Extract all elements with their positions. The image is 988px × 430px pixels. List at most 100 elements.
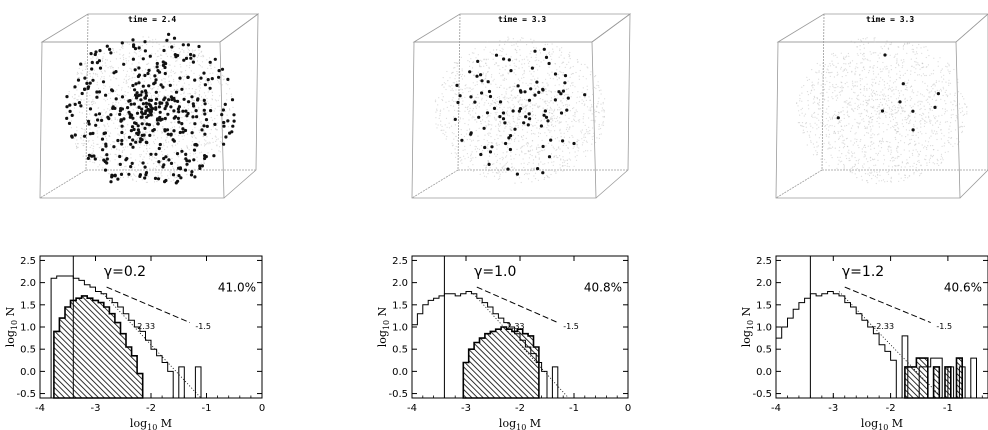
star-particle bbox=[178, 130, 182, 135]
gas-particle bbox=[851, 108, 853, 110]
gas-particle bbox=[72, 88, 75, 90]
gas-particle bbox=[942, 88, 945, 90]
star-particle bbox=[159, 83, 163, 87]
gas-particle bbox=[156, 166, 158, 168]
gas-particle bbox=[442, 132, 444, 135]
gas-particle bbox=[534, 66, 536, 68]
gas-particle bbox=[162, 105, 164, 107]
star-particle bbox=[473, 100, 477, 104]
gas-particle bbox=[865, 158, 868, 160]
star-particle bbox=[149, 113, 153, 117]
gas-particle bbox=[569, 110, 572, 112]
gas-particle bbox=[540, 149, 542, 151]
gas-particle bbox=[545, 145, 547, 147]
gas-particle bbox=[492, 80, 494, 82]
star-particle bbox=[203, 132, 207, 136]
gas-particle bbox=[857, 98, 859, 100]
gas-particle bbox=[839, 135, 841, 137]
gas-particle bbox=[510, 128, 512, 130]
gas-particle bbox=[835, 83, 837, 86]
gas-particle bbox=[921, 67, 923, 69]
gas-particle bbox=[826, 124, 828, 126]
gas-particle bbox=[603, 109, 605, 111]
gas-particle bbox=[502, 157, 504, 159]
gas-particle bbox=[853, 152, 856, 154]
gas-particle bbox=[514, 49, 517, 51]
star-particle bbox=[87, 122, 91, 126]
gas-particle bbox=[831, 117, 834, 119]
gas-particle bbox=[572, 115, 574, 117]
gas-particle bbox=[178, 104, 180, 106]
gas-particle bbox=[821, 125, 823, 127]
gas-particle bbox=[122, 69, 125, 72]
gas-particle bbox=[180, 70, 182, 73]
gas-particle bbox=[919, 108, 921, 111]
star-particle bbox=[118, 112, 122, 116]
gas-particle bbox=[114, 117, 116, 119]
gas-particle bbox=[592, 132, 595, 134]
gas-particle bbox=[206, 142, 208, 144]
gas-particle bbox=[866, 180, 868, 182]
gas-particle bbox=[163, 95, 165, 97]
gas-particle bbox=[537, 179, 540, 181]
gas-particle bbox=[509, 123, 511, 125]
gas-particle bbox=[513, 140, 516, 142]
gas-particle bbox=[488, 155, 491, 157]
gas-particle bbox=[845, 56, 847, 58]
gas-particle bbox=[149, 87, 152, 89]
gas-particle bbox=[861, 70, 863, 72]
gas-particle bbox=[906, 42, 909, 44]
star-particle bbox=[172, 139, 176, 143]
star-particle bbox=[156, 117, 160, 121]
gas-particle bbox=[884, 98, 886, 100]
gas-particle bbox=[907, 79, 910, 81]
star-particle bbox=[160, 117, 164, 121]
gas-particle bbox=[857, 127, 860, 129]
gas-particle bbox=[837, 114, 839, 116]
gas-particle bbox=[549, 131, 551, 133]
gas-particle bbox=[474, 48, 476, 50]
gas-particle bbox=[174, 144, 177, 146]
gas-particle bbox=[203, 123, 205, 125]
gas-particle bbox=[913, 131, 915, 133]
gas-particle bbox=[595, 75, 597, 77]
star-particle bbox=[529, 87, 533, 91]
gas-particle bbox=[857, 144, 859, 146]
gas-particle bbox=[461, 162, 463, 164]
gas-particle bbox=[550, 117, 552, 119]
star-particle bbox=[169, 105, 173, 109]
gas-particle bbox=[945, 94, 947, 96]
gas-particle bbox=[866, 83, 868, 85]
gas-particle bbox=[957, 113, 959, 115]
gas-particle bbox=[499, 107, 501, 109]
gas-particle bbox=[839, 146, 841, 148]
gas-particle bbox=[220, 85, 223, 87]
star-particle bbox=[203, 112, 207, 116]
gas-particle bbox=[544, 132, 546, 134]
star-particle bbox=[163, 96, 167, 100]
gas-particle bbox=[160, 54, 162, 56]
star-particle bbox=[226, 119, 230, 123]
gas-particle bbox=[476, 169, 478, 171]
gas-particle bbox=[129, 78, 131, 80]
star-particle bbox=[469, 132, 473, 136]
gas-particle bbox=[867, 115, 870, 118]
gas-particle bbox=[149, 92, 152, 94]
gas-particle bbox=[108, 125, 110, 127]
gas-particle bbox=[858, 123, 860, 125]
gas-particle bbox=[603, 116, 605, 118]
gas-particle bbox=[929, 121, 931, 123]
gas-particle bbox=[81, 135, 84, 137]
gas-particle bbox=[563, 161, 565, 163]
gas-particle bbox=[89, 119, 91, 121]
gas-particle bbox=[856, 167, 858, 170]
gas-particle bbox=[506, 110, 508, 112]
gas-particle bbox=[170, 56, 172, 58]
gas-particle bbox=[597, 101, 599, 103]
gas-particle bbox=[219, 141, 221, 143]
gas-particle bbox=[886, 68, 888, 70]
star-particle bbox=[149, 109, 153, 113]
gas-particle bbox=[165, 74, 167, 76]
gas-particle bbox=[950, 114, 952, 116]
gas-particle bbox=[456, 70, 458, 73]
